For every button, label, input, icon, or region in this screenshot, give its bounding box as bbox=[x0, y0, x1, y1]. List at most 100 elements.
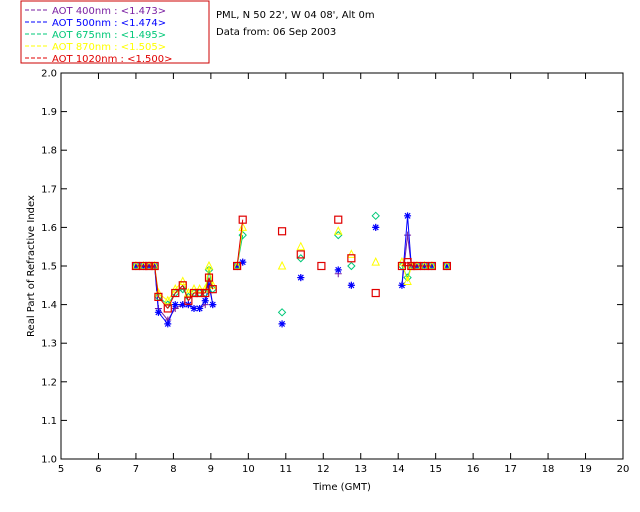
triangle-marker bbox=[371, 257, 381, 266]
series-4 bbox=[131, 215, 452, 313]
series-line-segment bbox=[204, 277, 210, 294]
square-marker bbox=[334, 215, 343, 224]
triangle-marker bbox=[277, 260, 287, 270]
x-tick-label: 18 bbox=[542, 464, 555, 475]
diamond-marker bbox=[371, 211, 380, 221]
series-line-segment bbox=[401, 261, 408, 267]
x-tick-label: 5 bbox=[58, 464, 64, 475]
y-tick-label: 1.7 bbox=[41, 184, 57, 195]
square-marker bbox=[277, 227, 287, 236]
x-tick-label: 20 bbox=[617, 464, 630, 475]
square-marker bbox=[154, 292, 163, 301]
diamond-marker bbox=[277, 308, 287, 317]
series-line-segment bbox=[204, 285, 210, 301]
legend: AOT 400nm : <1.473>AOT 500nm : <1.474>AO… bbox=[20, 0, 210, 65]
y-tick-label: 1.0 bbox=[41, 455, 57, 466]
square-marker bbox=[163, 304, 172, 313]
square-marker bbox=[442, 261, 452, 271]
x-tick-label: 19 bbox=[579, 464, 592, 475]
series-line-segment bbox=[182, 285, 189, 301]
legend-label: AOT 500nm : <1.474> bbox=[52, 18, 166, 29]
star-marker bbox=[190, 304, 198, 312]
star-marker bbox=[404, 212, 412, 220]
legend-label: AOT 400nm : <1.473> bbox=[52, 6, 166, 17]
square-marker bbox=[371, 288, 380, 298]
square-marker bbox=[189, 288, 199, 298]
series-line-segment bbox=[208, 277, 214, 290]
x-tick-label: 6 bbox=[95, 464, 101, 475]
x-tick-label: 11 bbox=[279, 464, 292, 475]
triangle-marker bbox=[347, 249, 356, 258]
square-marker bbox=[407, 261, 416, 271]
y-tick-label: 1.9 bbox=[41, 107, 57, 118]
y-tick-label: 1.5 bbox=[41, 262, 57, 273]
x-tick-label: 15 bbox=[429, 464, 442, 475]
square-marker bbox=[317, 261, 326, 271]
star-marker bbox=[233, 262, 241, 270]
triangle-marker bbox=[189, 284, 199, 293]
triangle-marker bbox=[403, 276, 412, 285]
legend-label: AOT 1020nm : <1.500> bbox=[52, 54, 172, 65]
star-marker bbox=[196, 304, 204, 312]
square-marker bbox=[427, 261, 437, 271]
star-marker bbox=[372, 223, 380, 231]
diamond-marker bbox=[296, 254, 305, 263]
star-marker bbox=[347, 281, 355, 289]
legend-label: AOT 870nm : <1.505> bbox=[52, 42, 166, 53]
square-marker bbox=[150, 261, 159, 271]
square-marker bbox=[178, 281, 187, 290]
star-marker bbox=[239, 258, 247, 266]
star-marker bbox=[154, 308, 162, 316]
triangle-marker bbox=[163, 295, 173, 305]
series-line-segment bbox=[154, 265, 159, 297]
legend-box bbox=[20, 0, 210, 64]
star-marker bbox=[297, 274, 305, 282]
star-marker bbox=[278, 320, 286, 328]
square-marker bbox=[195, 288, 204, 298]
series-3 bbox=[131, 222, 452, 305]
y-axis-title: Real Part of Refractive Index bbox=[26, 195, 37, 337]
axis-ticks: 5 6 7 8 9 10 11 12 13 14 15 16 17 18 19 20 1.0 1.1 1.2 1.3 1… bbox=[41, 69, 629, 476]
star-marker bbox=[179, 301, 187, 309]
square-marker bbox=[204, 273, 214, 282]
triangle-marker bbox=[333, 226, 343, 235]
square-marker bbox=[232, 261, 242, 271]
star-marker bbox=[334, 266, 342, 274]
date-info: Data from: 06 Sep 2003 bbox=[216, 27, 336, 38]
square-marker bbox=[347, 254, 356, 263]
series-line-segment bbox=[158, 296, 169, 309]
x-tick-label: 7 bbox=[133, 464, 139, 475]
y-tick-label: 1.6 bbox=[41, 223, 57, 234]
triangle-marker bbox=[178, 276, 188, 285]
y-tick-label: 1.3 bbox=[41, 339, 57, 350]
y-tick-label: 1.2 bbox=[41, 377, 57, 388]
series-line-segment bbox=[167, 292, 176, 309]
triangle-marker bbox=[170, 284, 180, 293]
y-tick-label: 1.4 bbox=[41, 300, 57, 311]
square-marker bbox=[208, 285, 217, 294]
star-marker bbox=[443, 262, 451, 270]
star-marker bbox=[398, 281, 406, 289]
diamond-marker bbox=[238, 230, 247, 240]
star-marker bbox=[132, 262, 140, 270]
star-marker bbox=[209, 301, 217, 309]
plus-marker bbox=[404, 231, 412, 239]
x-tick-label: 17 bbox=[504, 464, 517, 475]
square-marker bbox=[238, 215, 247, 224]
series-line-segment bbox=[407, 215, 412, 267]
x-tick-label: 13 bbox=[354, 464, 367, 475]
x-tick-label: 14 bbox=[392, 464, 405, 475]
triangle-marker bbox=[204, 260, 214, 270]
series-line-segment bbox=[401, 215, 409, 286]
series-line-segment bbox=[167, 304, 176, 325]
square-marker bbox=[184, 296, 193, 305]
y-tick-label: 1.1 bbox=[41, 416, 57, 427]
x-tick-label: 10 bbox=[242, 464, 255, 475]
series-line-segment bbox=[236, 219, 244, 267]
legend-label: AOT 675nm : <1.495> bbox=[52, 30, 166, 41]
square-marker bbox=[296, 250, 305, 259]
star-marker bbox=[201, 297, 209, 305]
x-tick-label: 16 bbox=[467, 464, 480, 475]
x-tick-label: 8 bbox=[170, 464, 176, 475]
